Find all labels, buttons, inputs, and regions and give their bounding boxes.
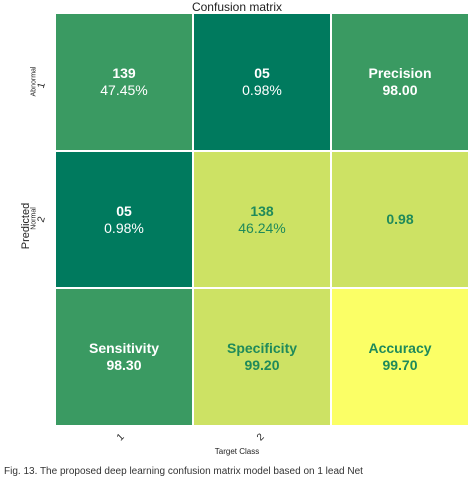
cell-value: 139 (112, 65, 136, 81)
x-axis-label: Target Class (214, 447, 260, 456)
matrix-cell: 138 46.24% (193, 151, 331, 288)
cell-value: Specificity (226, 340, 298, 356)
cell-subvalue: 47.45% (100, 82, 148, 98)
matrix-cell: Precision 98.00 (331, 13, 469, 151)
cell-value: Precision (368, 65, 432, 81)
matrix-cell: 05 0.98% (55, 151, 193, 288)
cell-value: Sensitivity (88, 340, 160, 356)
chart-title: Confusion matrix (191, 0, 283, 14)
figure-caption: Fig. 13. The proposed deep learning conf… (4, 466, 363, 477)
matrix-cell: Specificity 99.20 (193, 288, 331, 426)
cell-value: 05 (116, 202, 132, 219)
cell-subvalue: 99.20 (244, 357, 280, 373)
matrix-cell: 139 47.45% (55, 13, 193, 151)
cell-subvalue: 99.70 (382, 357, 418, 373)
x-tick-1: 1 (114, 431, 127, 444)
cell-subvalue: 0.98% (104, 219, 144, 236)
matrix-cell: 0.98 (331, 151, 469, 288)
y-tick-1: 1 (35, 81, 48, 90)
y-tick-2: 2 (35, 215, 48, 224)
x-tick-2: 2 (254, 431, 267, 444)
cell-subvalue: 98.00 (382, 82, 418, 98)
matrix-cell: Sensitivity 98.30 (55, 288, 193, 426)
matrix-cell: Accuracy 99.70 (331, 288, 469, 426)
cell-value: Accuracy (368, 340, 432, 356)
matrix-cell: 05 0.98% (193, 13, 331, 151)
cell-value: 05 (254, 65, 270, 81)
confusion-matrix-grid: 139 47.45% 05 0.98% Precision 98.00 05 0.98% 138… (55, 13, 469, 426)
cell-subvalue: 0.98% (242, 82, 282, 98)
cell-subvalue: 0.98 (386, 211, 414, 227)
cell-value: 138 (250, 202, 274, 219)
cell-subvalue: 46.24% (238, 219, 286, 236)
cell-subvalue: 98.30 (106, 357, 142, 373)
